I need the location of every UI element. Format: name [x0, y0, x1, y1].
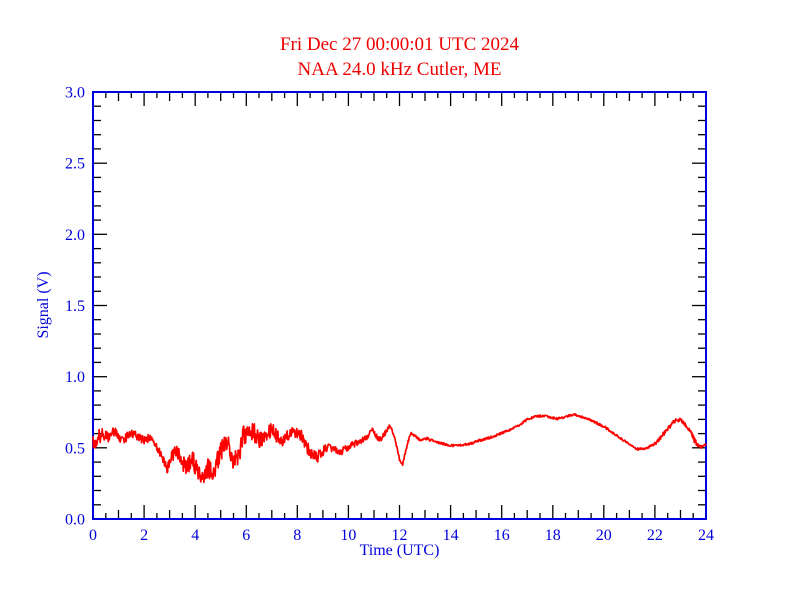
plot-frame	[92, 91, 707, 520]
x-tick-label: 24	[698, 527, 714, 544]
y-tick-label: 2.5	[65, 156, 85, 173]
y-tick-label: 1.0	[65, 369, 85, 386]
x-tick-label: 20	[596, 527, 612, 544]
y-tick-label: 0.5	[65, 440, 85, 457]
y-tick-label: 3.0	[65, 85, 85, 102]
chart-subtitle: NAA 24.0 kHz Cutler, ME	[297, 59, 502, 80]
chart-title: Fri Dec 27 00:00:01 UTC 2024	[279, 34, 520, 55]
x-tick-label: 8	[293, 527, 301, 544]
x-tick-label: 6	[242, 527, 250, 544]
x-tick-label: 0	[89, 527, 97, 544]
y-tick-label: 2.0	[65, 227, 85, 244]
signal-line	[92, 412, 707, 484]
x-tick-label: 4	[191, 527, 199, 544]
x-tick-label: 14	[443, 527, 459, 544]
y-tick-label: 0.0	[65, 512, 85, 529]
x-tick-label: 16	[494, 527, 510, 544]
y-tick-label: 1.5	[65, 298, 85, 315]
x-tick-label: 22	[647, 527, 663, 544]
x-tick-label: 2	[140, 527, 148, 544]
x-tick-label: 12	[392, 527, 408, 544]
x-tick-label: 10	[340, 527, 356, 544]
x-axis-title: Time (UTC)	[359, 542, 440, 559]
x-tick-label: 18	[545, 527, 561, 544]
